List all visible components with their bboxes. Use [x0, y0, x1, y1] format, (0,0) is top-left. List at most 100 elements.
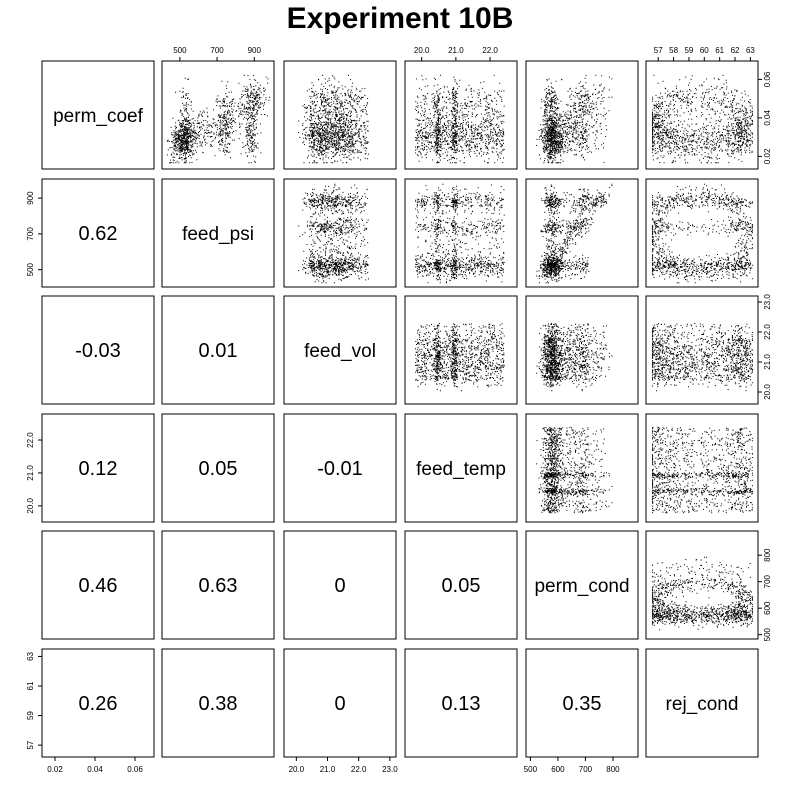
- scatter-points: [415, 323, 505, 392]
- right-axis-perm_cond: 500 600 700 800: [758, 548, 772, 641]
- panel-frame: [283, 648, 397, 758]
- panel-frame: [404, 178, 518, 288]
- tick-label: 63: [26, 651, 35, 660]
- panel-perm_cond-vs-feed_vol: 0: [283, 530, 397, 640]
- panel-frame: [525, 648, 639, 758]
- correlation-label: -0.01: [317, 458, 363, 480]
- variable-label-perm_coef: perm_coef: [53, 106, 143, 127]
- panel-perm_coef-vs-rej_cond: [645, 60, 759, 170]
- tick-label: 59: [26, 711, 35, 720]
- panel-feed_psi-vs-feed_temp: [404, 178, 518, 288]
- panel-frame: [404, 648, 518, 758]
- tick-label: 800: [606, 765, 620, 774]
- tick-label: 60: [700, 46, 709, 55]
- panel-frame: [41, 295, 155, 405]
- panel-frame: [645, 60, 759, 170]
- tick-label: 0.06: [127, 765, 143, 774]
- panel-frame: [161, 648, 275, 758]
- tick-label: 21.0: [26, 465, 35, 481]
- panel-perm_coef-vs-feed_temp: [404, 60, 518, 170]
- scatter-points: [536, 183, 613, 284]
- bottom-axis-perm_cond: 500 600 700 800: [524, 757, 620, 774]
- bottom-axis-feed_vol: 20.0 21.0 22.0 23.0: [289, 757, 398, 774]
- correlation-label: -0.03: [75, 340, 121, 362]
- panel-frame: [41, 178, 155, 288]
- panel-frame: [41, 60, 155, 170]
- panel-frame: [525, 178, 639, 288]
- tick-label: 700: [763, 574, 772, 588]
- tick-label: 22.0: [26, 432, 35, 448]
- panel-feed_temp-vs-feed_psi: 0.05: [161, 413, 275, 523]
- tick-label: 500: [524, 765, 538, 774]
- panel-frame: [283, 178, 397, 288]
- axis-ticks: 500 700 900 20.0 21.0 22.0 57 58 59 60 61 62 630.02 0…: [26, 46, 772, 774]
- scatter-points: [298, 74, 369, 164]
- panel-rej_cond-vs-perm_cond: 0.35: [525, 648, 639, 758]
- panel-perm_coef-vs-perm_cond: [525, 60, 639, 170]
- panel-rej_cond-vs-rej_cond: rej_cond: [645, 648, 759, 758]
- tick-label: 20.0: [763, 384, 772, 400]
- tick-label: 900: [248, 46, 262, 55]
- panel-perm_cond-vs-feed_temp: 0.05: [404, 530, 518, 640]
- panel-frame: [645, 178, 759, 288]
- panel-feed_vol-vs-feed_temp: [404, 295, 518, 405]
- variable-label-perm_cond: perm_cond: [534, 576, 629, 597]
- tick-label: 500: [763, 627, 772, 641]
- panel-frame: [525, 60, 639, 170]
- panel-feed_temp-vs-feed_vol: -0.01: [283, 413, 397, 523]
- variable-label-feed_temp: feed_temp: [416, 459, 506, 480]
- top-axis-feed_temp: 20.0 21.0 22.0: [414, 46, 498, 61]
- panel-frame: [283, 530, 397, 640]
- panel-frame: [161, 178, 275, 288]
- variable-label-feed_vol: feed_vol: [304, 341, 376, 362]
- panel-feed_vol-vs-perm_coef: -0.03: [41, 295, 155, 405]
- tick-label: 700: [210, 46, 224, 55]
- scatter-points: [652, 74, 753, 164]
- right-axis-perm_coef: 0.02 0.04 0.06: [758, 71, 772, 164]
- panel-frame: [161, 295, 275, 405]
- correlation-label: 0.05: [199, 458, 238, 480]
- correlation-label: 0.63: [199, 575, 238, 597]
- scatter-points: [536, 426, 613, 514]
- correlation-label: 0.01: [199, 340, 238, 362]
- tick-label: 0.02: [763, 148, 772, 164]
- tick-label: 57: [26, 740, 35, 749]
- panel-feed_vol-vs-rej_cond: [645, 295, 759, 405]
- tick-label: 700: [579, 765, 593, 774]
- tick-label: 0.04: [763, 110, 772, 126]
- tick-label: 700: [26, 227, 35, 241]
- correlation-label: 0: [334, 693, 345, 715]
- panel-frame: [645, 648, 759, 758]
- tick-label: 800: [763, 548, 772, 562]
- panel-rej_cond-vs-feed_psi: 0.38: [161, 648, 275, 758]
- chart-title: Experiment 10B: [287, 2, 514, 35]
- panel-perm_cond-vs-rej_cond: [645, 530, 759, 640]
- tick-label: 63: [746, 46, 755, 55]
- panel-perm_coef-vs-feed_psi: [161, 60, 275, 170]
- scatter-points: [298, 183, 369, 284]
- tick-label: 22.0: [482, 46, 498, 55]
- panel-feed_psi-vs-feed_psi: feed_psi: [161, 178, 275, 288]
- panel-frame: [645, 295, 759, 405]
- panel-feed_temp-vs-perm_cond: [525, 413, 639, 523]
- scatter-points: [652, 426, 753, 514]
- tick-label: 0.02: [47, 765, 63, 774]
- panel-feed_temp-vs-perm_coef: 0.12: [41, 413, 155, 523]
- tick-label: 600: [763, 601, 772, 615]
- tick-label: 57: [654, 46, 663, 55]
- correlation-label: 0.12: [79, 458, 118, 480]
- panel-frame: [283, 413, 397, 523]
- correlation-label: 0.62: [79, 223, 118, 245]
- panel-frame: [41, 413, 155, 523]
- panel-frame: [41, 530, 155, 640]
- correlation-label: 0: [334, 575, 345, 597]
- panel-perm_coef-vs-feed_vol: [283, 60, 397, 170]
- variable-label-feed_psi: feed_psi: [182, 224, 254, 245]
- panel-frame: [161, 413, 275, 523]
- correlation-label: 0.05: [442, 575, 481, 597]
- variable-label-rej_cond: rej_cond: [666, 694, 739, 715]
- tick-label: 20.0: [26, 498, 35, 514]
- panel-frame: [525, 530, 639, 640]
- tick-label: 58: [669, 46, 678, 55]
- tick-label: 61: [26, 681, 35, 690]
